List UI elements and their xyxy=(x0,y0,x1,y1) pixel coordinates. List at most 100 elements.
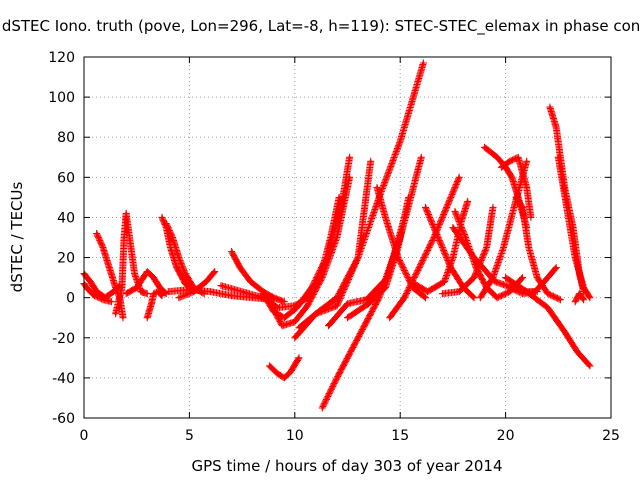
data-point xyxy=(276,306,280,309)
data-point xyxy=(272,296,275,299)
data-point xyxy=(156,290,159,293)
data-point xyxy=(169,246,172,249)
data-point xyxy=(458,176,461,179)
data-point xyxy=(573,256,577,259)
data-point xyxy=(283,376,286,380)
data-point xyxy=(502,246,505,249)
data-point xyxy=(521,206,524,209)
series-arc-22 xyxy=(386,173,463,322)
data-point xyxy=(407,196,410,199)
data-point xyxy=(563,330,566,333)
data-point xyxy=(356,336,360,339)
data-point xyxy=(139,290,143,293)
data-point xyxy=(158,286,162,289)
data-point xyxy=(346,302,349,305)
series-arc-35 xyxy=(554,153,594,302)
data-point xyxy=(424,206,427,209)
data-point xyxy=(160,216,164,219)
data-point xyxy=(124,292,128,295)
data-point xyxy=(533,290,537,293)
data-point xyxy=(403,216,406,219)
data-point xyxy=(293,320,296,323)
data-point xyxy=(451,256,455,259)
data-point xyxy=(268,364,271,368)
data-point xyxy=(464,236,467,239)
y-axis-label: dSTEC / TECUs xyxy=(8,181,26,292)
data-point xyxy=(177,296,181,299)
data-point xyxy=(356,256,360,259)
data-point xyxy=(396,256,400,259)
data-point xyxy=(95,290,98,293)
series-arc-05 xyxy=(122,268,170,298)
data-point xyxy=(525,186,528,189)
data-point xyxy=(388,316,391,319)
series-arc-30 xyxy=(497,153,535,221)
data-point xyxy=(445,206,448,209)
y-tick-label: 60 xyxy=(57,170,75,186)
data-point xyxy=(335,304,339,307)
y-tick-label: -60 xyxy=(52,411,75,427)
y-tick-label: 120 xyxy=(48,50,75,66)
data-point xyxy=(426,290,429,293)
data-point xyxy=(485,246,488,249)
data-point xyxy=(276,372,280,376)
data-point xyxy=(504,276,507,279)
data-point xyxy=(205,280,208,283)
data-point xyxy=(554,125,558,129)
x-axis-label: GPS time / hours of day 303 of year 2014 xyxy=(192,457,503,475)
data-point xyxy=(171,236,174,239)
data-point xyxy=(152,292,155,295)
data-point xyxy=(280,324,284,327)
series-arc-31 xyxy=(506,264,560,298)
data-point xyxy=(422,61,425,65)
data-point xyxy=(261,292,265,295)
data-point xyxy=(327,324,330,327)
data-point xyxy=(348,176,351,179)
data-point xyxy=(582,286,585,289)
series-arc-36 xyxy=(571,290,588,306)
data-point xyxy=(491,206,495,209)
data-point xyxy=(283,300,286,303)
data-point xyxy=(546,276,549,279)
data-point xyxy=(521,292,524,295)
data-point xyxy=(114,312,117,315)
data-point xyxy=(120,286,124,289)
data-point xyxy=(432,236,436,239)
data-point xyxy=(183,282,187,285)
data-point xyxy=(458,290,461,293)
data-point xyxy=(417,266,421,269)
data-point xyxy=(87,288,90,291)
data-point xyxy=(517,156,520,159)
data-point xyxy=(512,206,516,209)
data-point xyxy=(213,270,216,273)
data-point xyxy=(114,286,117,289)
series-arc-14 xyxy=(266,173,354,330)
data-point xyxy=(124,212,128,215)
data-point xyxy=(453,210,457,213)
data-point xyxy=(89,280,92,283)
data-point xyxy=(365,298,368,301)
data-point xyxy=(369,160,372,163)
data-point xyxy=(289,370,292,374)
x-tick-labels: 0 5 10 15 20 25 xyxy=(80,428,620,444)
data-point xyxy=(230,294,233,297)
data-point xyxy=(479,296,482,299)
data-point xyxy=(268,300,271,303)
data-point xyxy=(240,290,244,293)
data-point xyxy=(474,266,478,269)
data-point xyxy=(582,298,585,301)
data-point xyxy=(384,216,387,219)
data-point xyxy=(310,286,313,289)
data-point xyxy=(230,250,233,253)
data-point xyxy=(129,242,132,245)
y-tick-label: 20 xyxy=(57,251,75,267)
data-point xyxy=(177,256,181,259)
data-point xyxy=(321,276,324,279)
data-point xyxy=(493,280,497,283)
data-point xyxy=(491,276,495,279)
series-arc-06 xyxy=(143,288,166,322)
x-tick-label: 20 xyxy=(497,428,515,444)
data-point xyxy=(483,146,486,149)
data-point xyxy=(411,286,415,289)
